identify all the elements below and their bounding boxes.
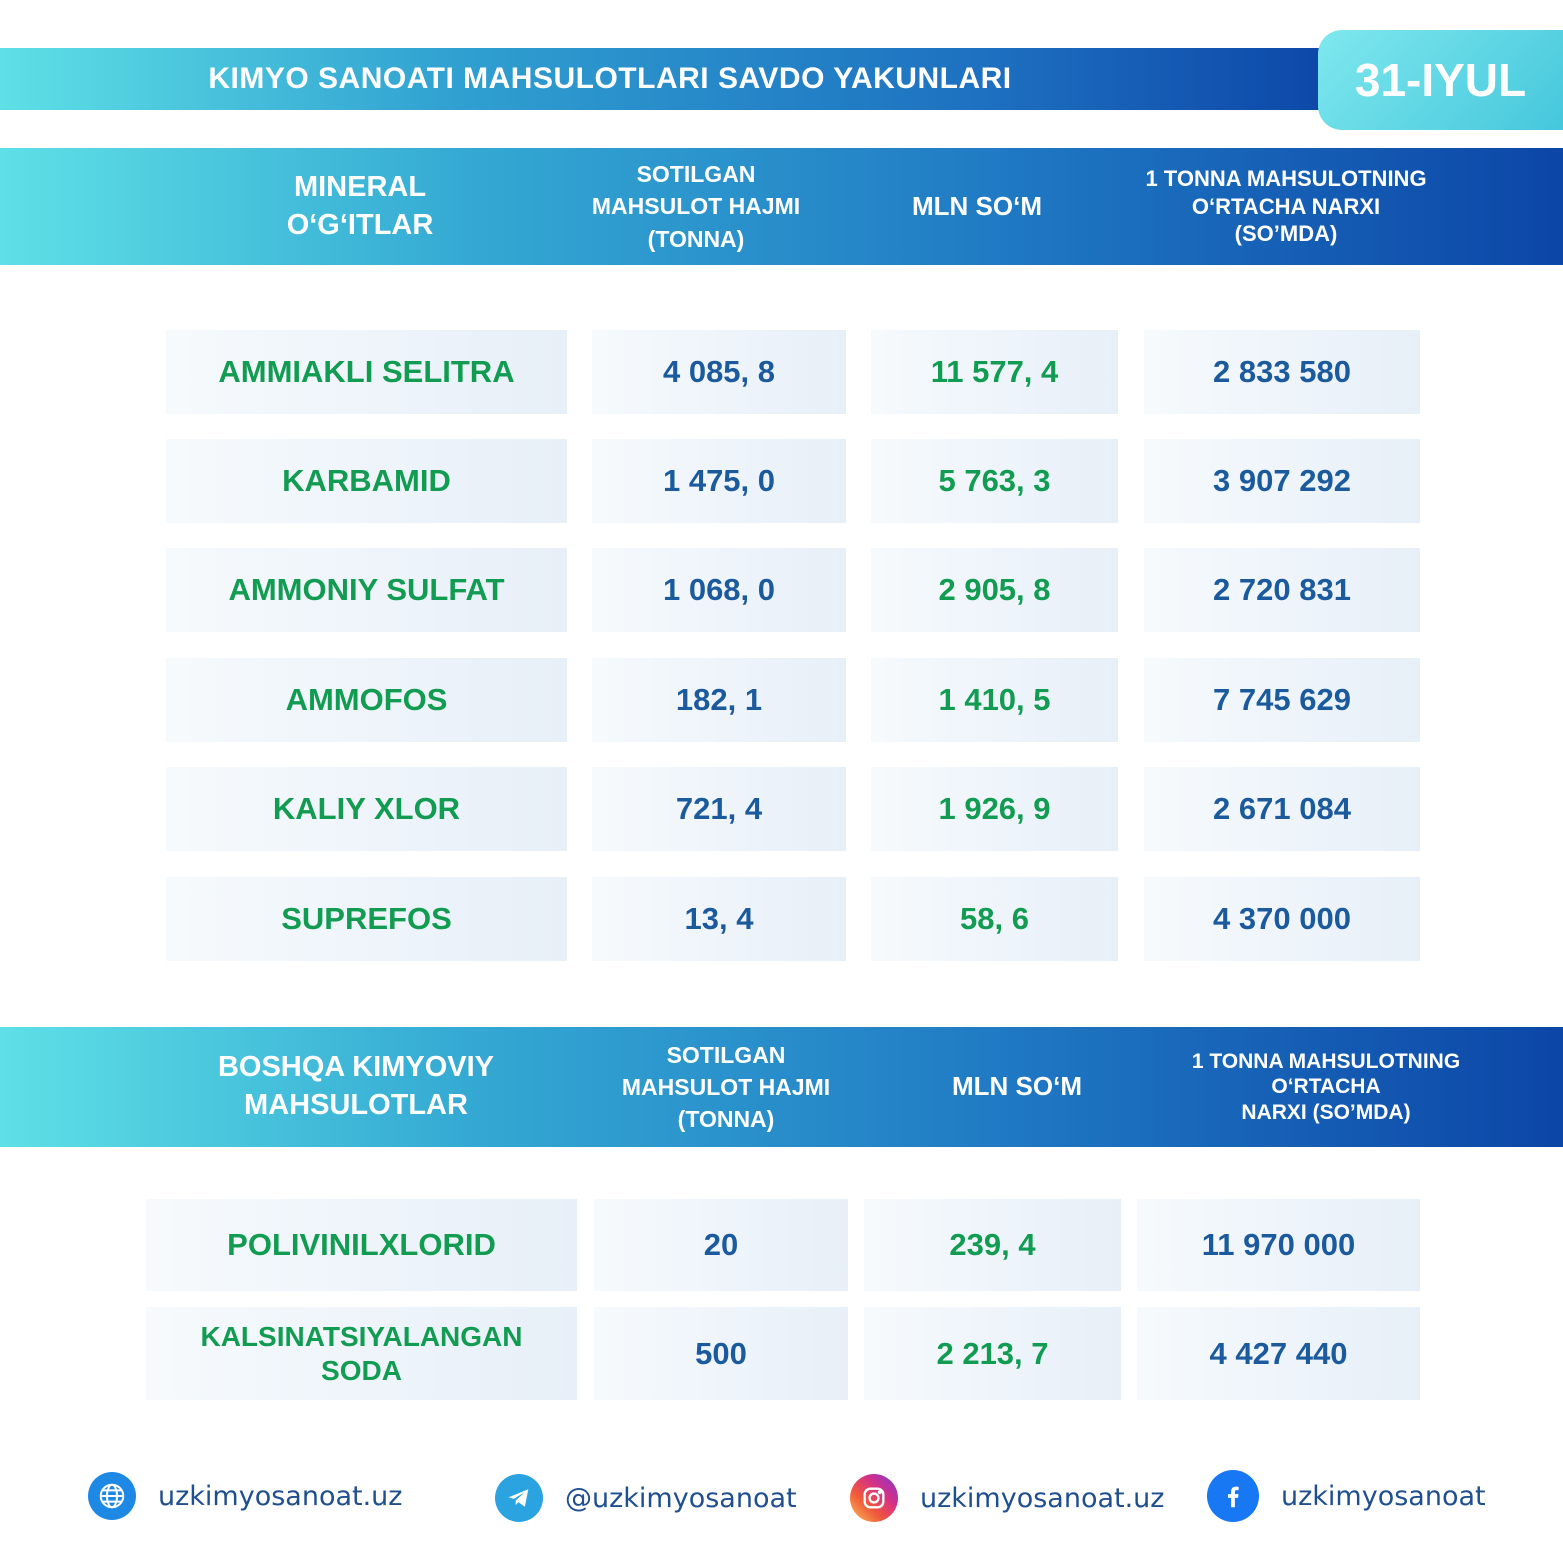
mln-som-cell: 2 905, 8	[871, 548, 1118, 632]
header-sold-volume: SOTILGAN MAHSULOT HAJMI (TONNA)	[590, 1027, 862, 1147]
header-line: MAHSULOTLAR	[244, 1089, 468, 1121]
price-cell: 2 671 084	[1144, 767, 1420, 851]
product-name-cell: AMMOFOS	[166, 658, 567, 742]
volume-cell: 1 475, 0	[592, 439, 846, 523]
price-cell: 4 370 000	[1144, 877, 1420, 961]
price-cell: 4 427 440	[1137, 1307, 1420, 1400]
header-line: MLN SO‘M	[912, 190, 1042, 221]
header-line: (TONNA)	[677, 1106, 775, 1133]
globe-icon	[88, 1472, 136, 1520]
header-line: 1 TONNA MAHSULOTNING	[1145, 166, 1427, 192]
volume-cell: 1 068, 0	[592, 548, 846, 632]
website-link[interactable]: uzkimyosanoat.uz	[158, 1480, 403, 1512]
product-name-cell: KALIY XLOR	[166, 767, 567, 851]
mln-som-cell: 239, 4	[864, 1199, 1121, 1291]
header-line: SOTILGAN	[666, 1041, 786, 1068]
header-line: 1 TONNA MAHSULOTNING	[1191, 1050, 1461, 1074]
header-avg-price: 1 TONNA MAHSULOTNING O‘RTACHA NARXI (SO’…	[1100, 148, 1472, 265]
footer-telegram[interactable]: @uzkimyosanoat	[495, 1474, 797, 1522]
telegram-icon	[495, 1474, 543, 1522]
header-line: MAHSULOT HAJMI	[621, 1073, 831, 1100]
instagram-link[interactable]: uzkimyosanoat.uz	[920, 1482, 1165, 1514]
product-name-cell: AMMIAKLI SELITRA	[166, 330, 567, 414]
mln-som-cell: 1 926, 9	[871, 767, 1118, 851]
header-line: MLN SO‘M	[952, 1071, 1082, 1102]
instagram-icon	[850, 1474, 898, 1522]
product-name-cell: POLIVINILXLORID	[146, 1199, 577, 1291]
header-mineral-fertilizers: MINERAL O‘G‘ITLAR	[250, 148, 470, 265]
facebook-icon	[1207, 1470, 1259, 1522]
telegram-link[interactable]: @uzkimyosanoat	[565, 1482, 797, 1514]
footer-instagram[interactable]: uzkimyosanoat.uz	[850, 1474, 1164, 1522]
mln-som-cell: 58, 6	[871, 877, 1118, 961]
volume-cell: 13, 4	[592, 877, 846, 961]
header-sold-volume: SOTILGAN MAHSULOT HAJMI (TONNA)	[560, 148, 832, 265]
product-name-line: SODA	[321, 1354, 402, 1386]
header-mln-som: MLN SO‘M	[910, 1027, 1124, 1147]
price-cell: 2 833 580	[1144, 330, 1420, 414]
header-line: O‘RTACHA	[1271, 1075, 1381, 1099]
price-cell: 3 907 292	[1144, 439, 1420, 523]
header-mln-som: MLN SO‘M	[870, 148, 1084, 265]
footer-website[interactable]: uzkimyosanoat.uz	[88, 1472, 402, 1520]
header-line: BOSHQA KIMYOVIY	[217, 1051, 495, 1084]
header-line: O‘G‘ITLAR	[286, 208, 434, 241]
volume-cell: 4 085, 8	[592, 330, 846, 414]
mln-som-cell: 5 763, 3	[871, 439, 1118, 523]
product-name-cell: KARBAMID	[166, 439, 567, 523]
other-chemicals-table-header: BOSHQA KIMYOVIY MAHSULOTLAR SOTILGAN MAH…	[0, 1027, 1563, 1147]
facebook-link[interactable]: uzkimyosanoat	[1281, 1480, 1486, 1512]
mln-som-cell: 11 577, 4	[871, 330, 1118, 414]
volume-cell: 20	[594, 1199, 848, 1291]
header-line: O‘RTACHA NARXI	[1191, 193, 1381, 219]
price-cell: 2 720 831	[1144, 548, 1420, 632]
date-badge: 31-IYUL	[1318, 30, 1563, 130]
product-name-cell: SUPREFOS	[166, 877, 567, 961]
product-name-line: KALSINATSIYALANGAN	[200, 1320, 523, 1352]
header-line: SOTILGAN	[636, 161, 756, 188]
header-line: MINERAL	[293, 170, 427, 203]
footer-facebook[interactable]: uzkimyosanoat	[1207, 1470, 1486, 1522]
header-line: NARXI (SO’MDA)	[1241, 1100, 1411, 1124]
volume-cell: 182, 1	[592, 658, 846, 742]
title-bar: KIMYO SANOATI MAHSULOTLARI SAVDO YAKUNLA…	[0, 48, 1330, 110]
header-other-chemicals: BOSHQA KIMYOVIY MAHSULOTLAR	[180, 1027, 532, 1147]
mln-som-cell: 1 410, 5	[871, 658, 1118, 742]
volume-cell: 721, 4	[592, 767, 846, 851]
product-name-line: POLIVINILXLORID	[227, 1227, 496, 1262]
price-cell: 7 745 629	[1144, 658, 1420, 742]
product-name-cell: KALSINATSIYALANGAN SODA	[146, 1307, 577, 1400]
page-title: KIMYO SANOATI MAHSULOTLARI SAVDO YAKUNLA…	[208, 62, 1012, 95]
header-line: MAHSULOT HAJMI	[591, 193, 801, 220]
volume-cell: 500	[594, 1307, 848, 1400]
mineral-table-header: MINERAL O‘G‘ITLAR SOTILGAN MAHSULOT HAJM…	[0, 148, 1563, 265]
product-name-cell: AMMONIY SULFAT	[166, 548, 567, 632]
price-cell: 11 970 000	[1137, 1199, 1420, 1291]
mln-som-cell: 2 213, 7	[864, 1307, 1121, 1400]
date-label: 31-IYUL	[1354, 54, 1527, 106]
header-avg-price: 1 TONNA MAHSULOTNING O‘RTACHA NARXI (SO’…	[1150, 1027, 1502, 1147]
header-line: (SO’MDA)	[1234, 221, 1338, 247]
header-line: (TONNA)	[647, 225, 745, 252]
